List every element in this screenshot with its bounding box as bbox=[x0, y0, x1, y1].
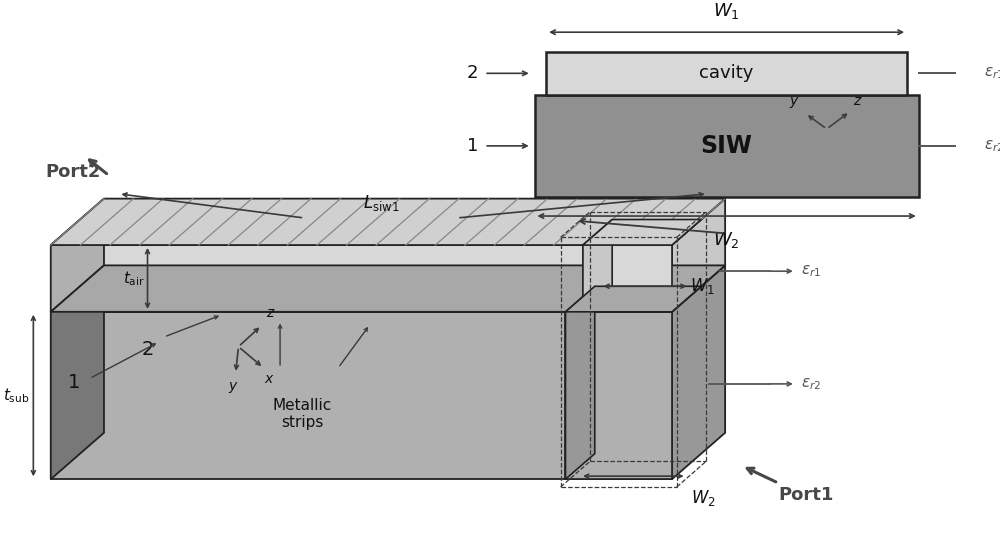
Text: $x$: $x$ bbox=[264, 372, 275, 386]
Text: $W_1$: $W_1$ bbox=[713, 1, 740, 21]
Text: $W_1$: $W_1$ bbox=[690, 276, 715, 296]
Text: $z$: $z$ bbox=[266, 306, 275, 319]
Polygon shape bbox=[583, 245, 672, 312]
Polygon shape bbox=[565, 312, 672, 479]
Polygon shape bbox=[535, 95, 919, 197]
Polygon shape bbox=[51, 312, 672, 479]
Text: $L_{\mathrm{siw1}}$: $L_{\mathrm{siw1}}$ bbox=[363, 193, 400, 213]
Text: $W_2$: $W_2$ bbox=[713, 229, 740, 250]
Text: $W_2$: $W_2$ bbox=[691, 488, 716, 508]
Text: $z$: $z$ bbox=[853, 94, 862, 108]
Text: $\varepsilon_{r2}$: $\varepsilon_{r2}$ bbox=[801, 376, 821, 392]
Polygon shape bbox=[565, 286, 595, 479]
Text: SIW: SIW bbox=[701, 134, 753, 158]
Text: 2: 2 bbox=[467, 64, 478, 82]
Polygon shape bbox=[51, 245, 672, 312]
Polygon shape bbox=[583, 220, 612, 312]
Text: Port1: Port1 bbox=[778, 486, 834, 504]
Polygon shape bbox=[51, 265, 104, 479]
Polygon shape bbox=[583, 220, 701, 245]
Text: 1: 1 bbox=[68, 373, 80, 392]
Polygon shape bbox=[546, 52, 907, 95]
Text: 1: 1 bbox=[467, 137, 478, 155]
Polygon shape bbox=[51, 198, 725, 245]
Text: Port2: Port2 bbox=[45, 164, 100, 181]
Text: $\varepsilon_{r1}$: $\varepsilon_{r1}$ bbox=[984, 65, 1000, 81]
Text: $\varepsilon_{r2}$: $\varepsilon_{r2}$ bbox=[984, 138, 1000, 154]
Text: $y$: $y$ bbox=[789, 95, 800, 110]
Polygon shape bbox=[565, 286, 701, 312]
Text: cavity: cavity bbox=[699, 64, 754, 82]
Text: $\varepsilon_{r1}$: $\varepsilon_{r1}$ bbox=[801, 263, 821, 279]
Text: $t_{\mathrm{sub}}$: $t_{\mathrm{sub}}$ bbox=[3, 386, 29, 405]
Polygon shape bbox=[51, 198, 104, 312]
Polygon shape bbox=[51, 265, 725, 312]
Polygon shape bbox=[672, 198, 725, 312]
Text: Metallic
strips: Metallic strips bbox=[273, 398, 332, 431]
Text: $y$: $y$ bbox=[228, 379, 239, 395]
Text: $t_{\mathrm{air}}$: $t_{\mathrm{air}}$ bbox=[123, 269, 145, 288]
Text: 2: 2 bbox=[141, 340, 154, 359]
Polygon shape bbox=[672, 265, 725, 479]
